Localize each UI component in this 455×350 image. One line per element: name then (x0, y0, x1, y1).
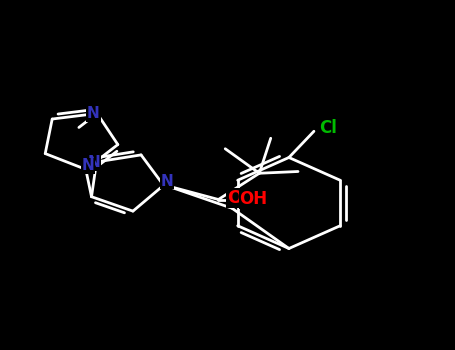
Text: N: N (82, 158, 95, 173)
Text: N: N (87, 106, 100, 121)
Text: N: N (88, 155, 101, 170)
Text: OH: OH (239, 190, 268, 209)
Text: O: O (227, 189, 242, 207)
Text: Cl: Cl (319, 119, 338, 138)
Text: N: N (161, 174, 173, 189)
